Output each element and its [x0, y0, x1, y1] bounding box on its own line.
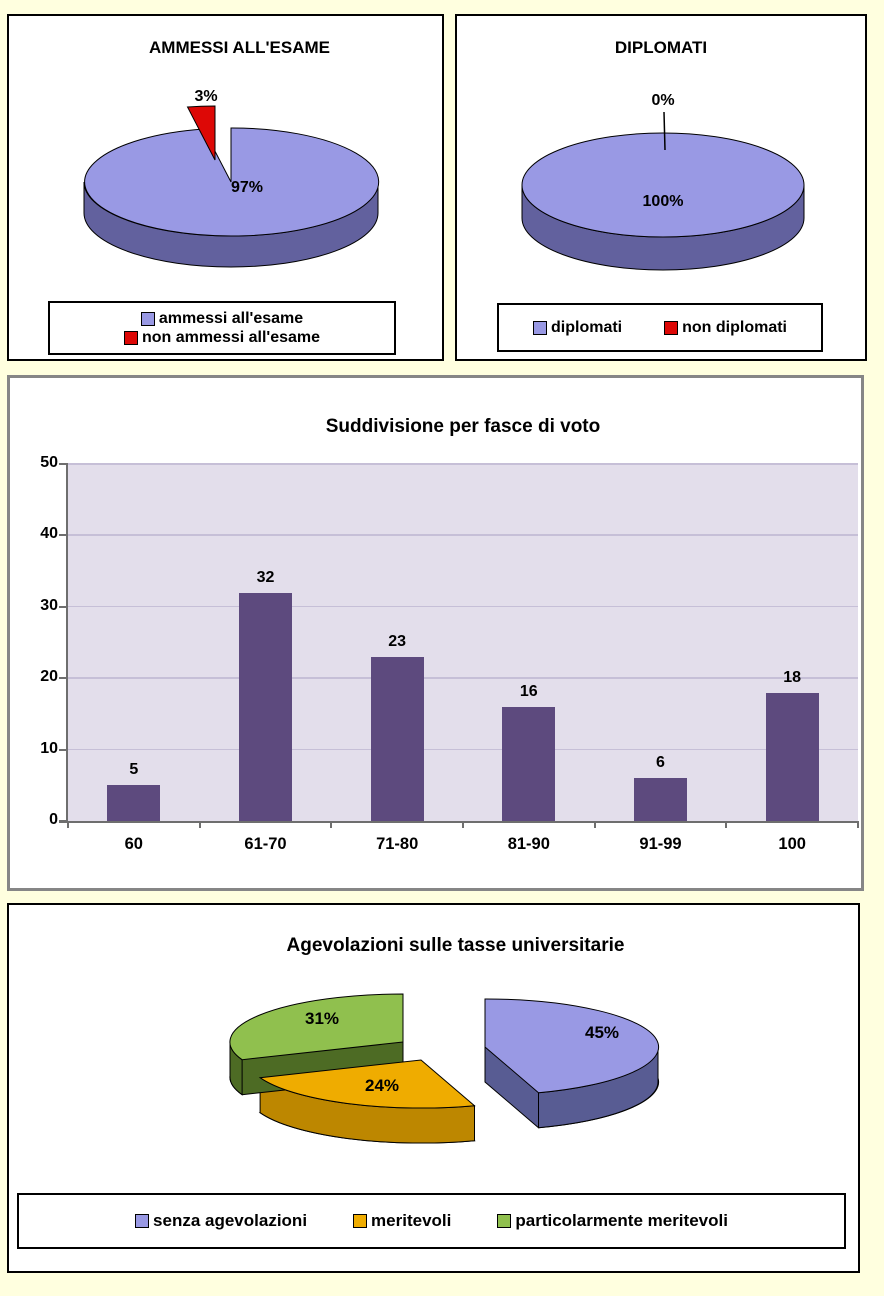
panel-diplomati: DIPLOMATI 100% 0% diplomati non diplomati — [455, 14, 867, 361]
gridline — [68, 463, 858, 465]
senza-agevolazioni-swatch — [135, 1214, 150, 1228]
panel-ammessi: AMMESSI ALL'ESAME 97% 3% ammessi all'esam… — [7, 14, 444, 361]
y-axis-line — [66, 464, 68, 821]
legend-item-senza-agevolazioni: senza agevolazioni — [135, 1211, 307, 1231]
x-category-label: 100 — [778, 835, 806, 853]
gridline — [68, 677, 858, 679]
x-axis-tick — [330, 821, 333, 828]
pie-value-label: 24% — [365, 1076, 399, 1095]
meritevoli-swatch — [353, 1214, 368, 1228]
legend-item-ammessi: ammessi all'esame — [140, 309, 304, 328]
agevolazioni-legend: senza agevolazioni meritevoli particolar… — [17, 1193, 846, 1249]
x-category-label: 61-70 — [244, 835, 287, 853]
bar — [765, 692, 819, 821]
legend-label: meritevoli — [371, 1211, 452, 1230]
x-axis-tick — [725, 821, 728, 828]
legend-label: senza agevolazioni — [153, 1211, 308, 1230]
y-axis-tick — [59, 463, 68, 465]
bar — [370, 656, 424, 821]
label-leader-line — [663, 111, 666, 151]
pie-slice — [84, 127, 380, 237]
y-axis-tick — [59, 605, 68, 608]
legend-item-diplomati: diplomati — [533, 319, 622, 337]
x-category-label: 91-99 — [639, 835, 682, 853]
y-tick-label: 50 — [40, 454, 58, 471]
legend-label: particolarmente meritevoli — [515, 1211, 728, 1230]
ammessi-pie-chart: 97% 3% — [83, 88, 380, 268]
ammessi-title: AMMESSI ALL'ESAME — [149, 38, 330, 57]
pie-slice — [258, 1059, 476, 1109]
pie-value-label: 97% — [231, 179, 263, 196]
y-tick-label: 10 — [40, 739, 58, 757]
y-tick-label: 30 — [40, 596, 58, 614]
diplomati-swatch — [533, 320, 547, 335]
y-tick-label: 0 — [49, 811, 58, 828]
pie-value-label: 31% — [305, 1009, 339, 1028]
legend-label: ammessi all'esame — [158, 309, 304, 327]
ammessi-legend: ammessi all'esame non ammessi all'esame — [48, 301, 396, 355]
pie-slice — [229, 993, 404, 1061]
legend-label: diplomati — [551, 318, 623, 336]
panel-fasce-voto: Suddivisione per fasce di voto 0 10 20 30 40… — [7, 375, 864, 891]
bar — [634, 778, 687, 821]
pie-value-label: 45% — [585, 1023, 619, 1042]
bar-value-label: 16 — [519, 682, 538, 700]
x-axis-tick — [593, 821, 596, 828]
gridline — [68, 748, 858, 751]
ammessi-swatch — [140, 311, 155, 326]
x-axis-tick — [857, 821, 859, 828]
legend-item-non-ammessi: non ammessi all'esame — [123, 328, 321, 347]
pie-slice — [186, 105, 216, 161]
y-tick-label: 20 — [40, 668, 58, 686]
bar — [502, 706, 556, 821]
x-axis-tick — [198, 821, 201, 828]
diplomati-pie-chart: 100% 0% — [521, 92, 805, 271]
x-category-label: 71-80 — [376, 835, 419, 853]
gridline — [68, 534, 858, 536]
x-axis-tick — [462, 821, 464, 828]
legend-item-meritevoli: meritevoli — [353, 1211, 451, 1231]
agevolazioni-title: Agevolazioni sulle tasse universitarie — [286, 935, 625, 956]
bar-value-label: 32 — [256, 568, 275, 586]
x-category-label: 81-90 — [507, 835, 550, 853]
y-tick-label: 40 — [40, 525, 58, 543]
agevolazioni-pie-chart: 45% 24% 31% — [229, 993, 660, 1144]
fasce-voto-title: Suddivisione per fasce di voto — [325, 416, 601, 437]
legend-item-particolarmente-meritevoli: particolarmente meritevoli — [497, 1211, 728, 1231]
x-axis-line — [59, 821, 858, 823]
pie-value-label: 0% — [651, 92, 674, 109]
pie-slice — [521, 132, 805, 238]
y-axis-tick — [59, 748, 68, 751]
plot-area — [68, 464, 858, 821]
bar — [239, 592, 292, 821]
x-category-label: 60 — [124, 835, 143, 853]
pie-value-label: 3% — [194, 88, 217, 105]
y-axis-tick — [59, 534, 68, 537]
bar-value-label: 23 — [388, 632, 407, 650]
pie-value-label: 100% — [643, 193, 684, 210]
legend-item-non-diplomati: non diplomati — [664, 319, 787, 337]
legend-label: non diplomati — [682, 318, 787, 336]
fasce-voto-bar-chart: 0 10 20 30 40 50 5 60 32 61-70 23 71-80 16 81-90 6 91-9… — [10, 378, 861, 888]
diplomati-title: DIPLOMATI — [614, 38, 708, 57]
non-diplomati-swatch — [664, 320, 679, 335]
non-ammessi-swatch — [123, 330, 138, 345]
y-axis-tick — [59, 677, 68, 680]
x-axis-tick — [67, 821, 69, 828]
legend-label: non ammessi all'esame — [141, 328, 321, 346]
bar-value-label: 18 — [783, 668, 802, 686]
bar — [107, 785, 161, 821]
bar-value-label: 5 — [129, 761, 139, 779]
panel-agevolazioni: Agevolazioni sulle tasse universitarie 4… — [7, 903, 860, 1273]
bar-value-label: 6 — [656, 754, 665, 772]
particolarmente-meritevoli-swatch — [497, 1214, 512, 1228]
pie-slice — [484, 998, 660, 1094]
diplomati-legend: diplomati non diplomati — [497, 303, 823, 352]
gridline — [68, 605, 858, 608]
